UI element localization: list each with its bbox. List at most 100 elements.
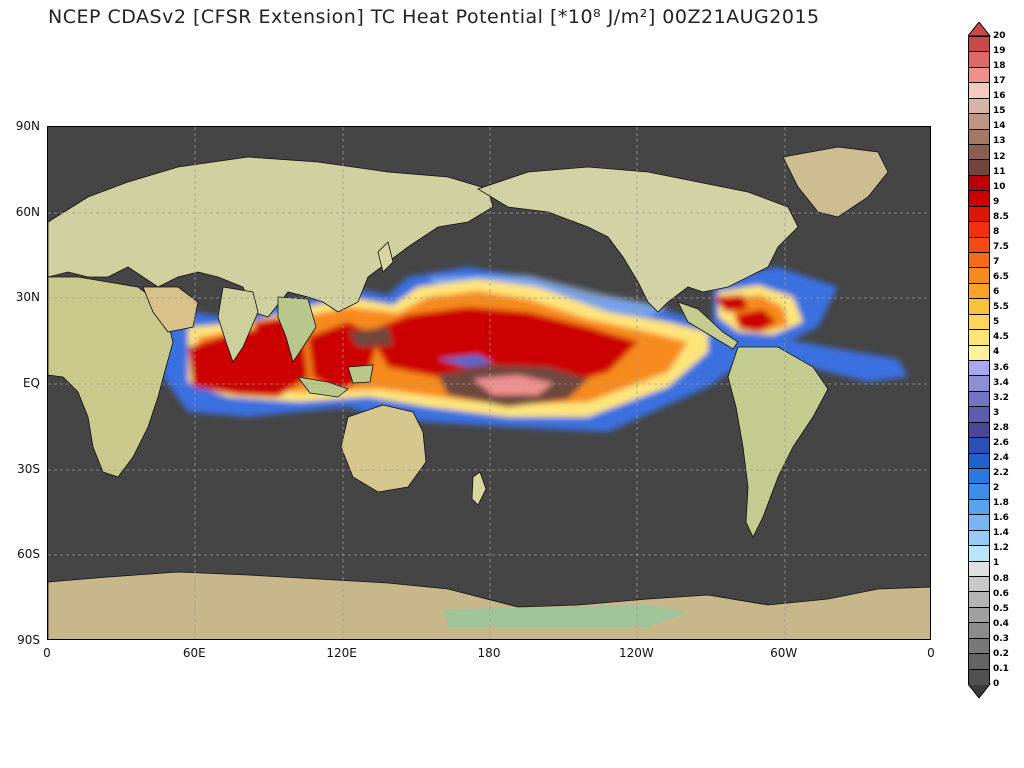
colorbar-swatch bbox=[968, 282, 990, 300]
colorbar-label: 14 bbox=[993, 121, 1006, 132]
x-axis-label: 0 bbox=[927, 646, 935, 660]
colorbar-swatch bbox=[968, 144, 990, 161]
colorbar-swatch bbox=[968, 390, 990, 408]
colorbar-label: 5.5 bbox=[993, 302, 1009, 313]
land-antarctica bbox=[48, 571, 930, 639]
colorbar: 20 19 18 17 16 15 14 13 12 11 10 9 8.5 8 7.5 7 6.5 6 5.5 5 4… bbox=[968, 22, 1024, 702]
colorbar-swatch bbox=[968, 498, 990, 516]
colorbar-label: 0 bbox=[993, 679, 1000, 689]
x-axis-label: 120W bbox=[618, 646, 654, 660]
colorbar-swatch bbox=[968, 421, 990, 439]
y-axis-label: EQ bbox=[22, 376, 40, 390]
x-axis-label: 180 bbox=[477, 646, 501, 660]
colorbar-label: 1.4 bbox=[993, 528, 1009, 539]
colorbar-label: 3.4 bbox=[993, 377, 1009, 388]
colorbar-swatch bbox=[968, 560, 990, 577]
colorbar-label: 5 bbox=[993, 317, 1000, 328]
colorbar-label: 0.1 bbox=[993, 663, 1009, 674]
colorbar-label: 20 bbox=[993, 31, 1006, 41]
colorbar-label: 3.6 bbox=[993, 362, 1009, 373]
colorbar-swatch bbox=[968, 514, 990, 531]
colorbar-swatch bbox=[968, 591, 990, 608]
colorbar-label: 6.5 bbox=[993, 272, 1009, 283]
heat-blue-intrusion bbox=[438, 355, 493, 367]
x-axis-label: 60E bbox=[182, 646, 206, 660]
colorbar-swatch bbox=[968, 483, 990, 500]
colorbar-label: 2.4 bbox=[993, 452, 1009, 463]
map-title: NCEP CDASv2 [CFSR Extension] TC Heat Pot… bbox=[48, 6, 820, 28]
colorbar-label: 7 bbox=[993, 257, 1000, 268]
colorbar-label: 0.2 bbox=[993, 648, 1009, 659]
colorbar-label: 0.4 bbox=[993, 618, 1009, 629]
colorbar-swatch bbox=[968, 452, 990, 469]
colorbar-label: 2.2 bbox=[993, 468, 1009, 479]
colorbar-label: 2.6 bbox=[993, 437, 1009, 448]
colorbar-label: 6 bbox=[993, 287, 1000, 298]
heat-maroon-west bbox=[348, 327, 393, 347]
land-greenland bbox=[782, 146, 889, 218]
colorbar-swatch bbox=[968, 313, 990, 331]
land-north-america bbox=[477, 166, 799, 313]
colorbar-label: 2.8 bbox=[993, 422, 1009, 433]
colorbar-label: 1 bbox=[993, 558, 1000, 569]
colorbar-label: 17 bbox=[993, 76, 1006, 87]
colorbar-label: 4.5 bbox=[993, 332, 1009, 343]
colorbar-swatch bbox=[968, 529, 990, 547]
colorbar-swatch bbox=[968, 344, 990, 361]
colorbar-top-arrow bbox=[968, 22, 992, 37]
colorbar-swatch bbox=[968, 653, 990, 670]
colorbar-label: 7.5 bbox=[993, 241, 1009, 252]
colorbar-swatch bbox=[968, 606, 990, 624]
colorbar-swatch bbox=[968, 128, 990, 145]
land-eurasia bbox=[48, 156, 494, 318]
colorbar-swatch bbox=[968, 236, 990, 253]
x-axis-label: 120E bbox=[326, 646, 357, 660]
y-axis-label: 30N bbox=[15, 290, 40, 305]
colorbar-label: 0.5 bbox=[993, 603, 1009, 614]
colorbar-swatch bbox=[968, 329, 990, 346]
colorbar-label: 8.5 bbox=[993, 211, 1009, 222]
colorbar-label: 4 bbox=[993, 347, 1000, 358]
land-new-zealand bbox=[471, 471, 487, 506]
colorbar-swatch bbox=[968, 205, 990, 223]
land-africa bbox=[48, 276, 174, 478]
colorbar-swatch bbox=[968, 468, 990, 485]
land-japan bbox=[377, 241, 394, 273]
y-axis-label: 90S bbox=[17, 633, 40, 647]
colorbar-label: 9 bbox=[993, 196, 1000, 207]
colorbar-swatch bbox=[968, 622, 990, 639]
colorbar-label: 15 bbox=[993, 106, 1006, 117]
y-axis-label: 90N bbox=[15, 119, 40, 133]
colorbar-label: 19 bbox=[993, 46, 1006, 57]
colorbar-swatch bbox=[968, 668, 990, 685]
x-axis-label: 0 bbox=[43, 646, 51, 660]
colorbar-label: 0.3 bbox=[993, 633, 1009, 644]
colorbar-label: 18 bbox=[993, 61, 1006, 72]
colorbar-swatch bbox=[968, 406, 990, 423]
land-south-america bbox=[727, 346, 829, 538]
land-central-america bbox=[677, 301, 739, 350]
colorbar-swatch bbox=[968, 221, 990, 238]
colorbar-swatch bbox=[968, 174, 990, 192]
y-axis-label: 30S bbox=[17, 461, 40, 476]
colorbar-swatch bbox=[968, 97, 990, 115]
colorbar-swatch bbox=[968, 66, 990, 84]
colorbar-label: 11 bbox=[993, 166, 1006, 177]
y-axis-label: 60S bbox=[17, 547, 40, 562]
colorbar-label: 1.6 bbox=[993, 513, 1009, 524]
map-canvas bbox=[48, 127, 930, 639]
colorbar-swatch bbox=[968, 298, 990, 315]
colorbar-bottom-arrow bbox=[968, 683, 992, 699]
heat-red-gulf bbox=[713, 295, 748, 312]
world-map bbox=[47, 126, 931, 640]
colorbar-swatch bbox=[968, 159, 990, 176]
colorbar-swatch bbox=[968, 545, 990, 562]
colorbar-label: 1.8 bbox=[993, 498, 1009, 509]
colorbar-label: 3 bbox=[993, 407, 1000, 418]
colorbar-label: 8 bbox=[993, 226, 1000, 237]
colorbar-swatch bbox=[968, 190, 990, 207]
colorbar-label: 2 bbox=[993, 483, 1000, 494]
heat-red-pacific bbox=[368, 307, 638, 389]
colorbar-label: 13 bbox=[993, 136, 1006, 147]
land-se-asia bbox=[277, 296, 317, 363]
